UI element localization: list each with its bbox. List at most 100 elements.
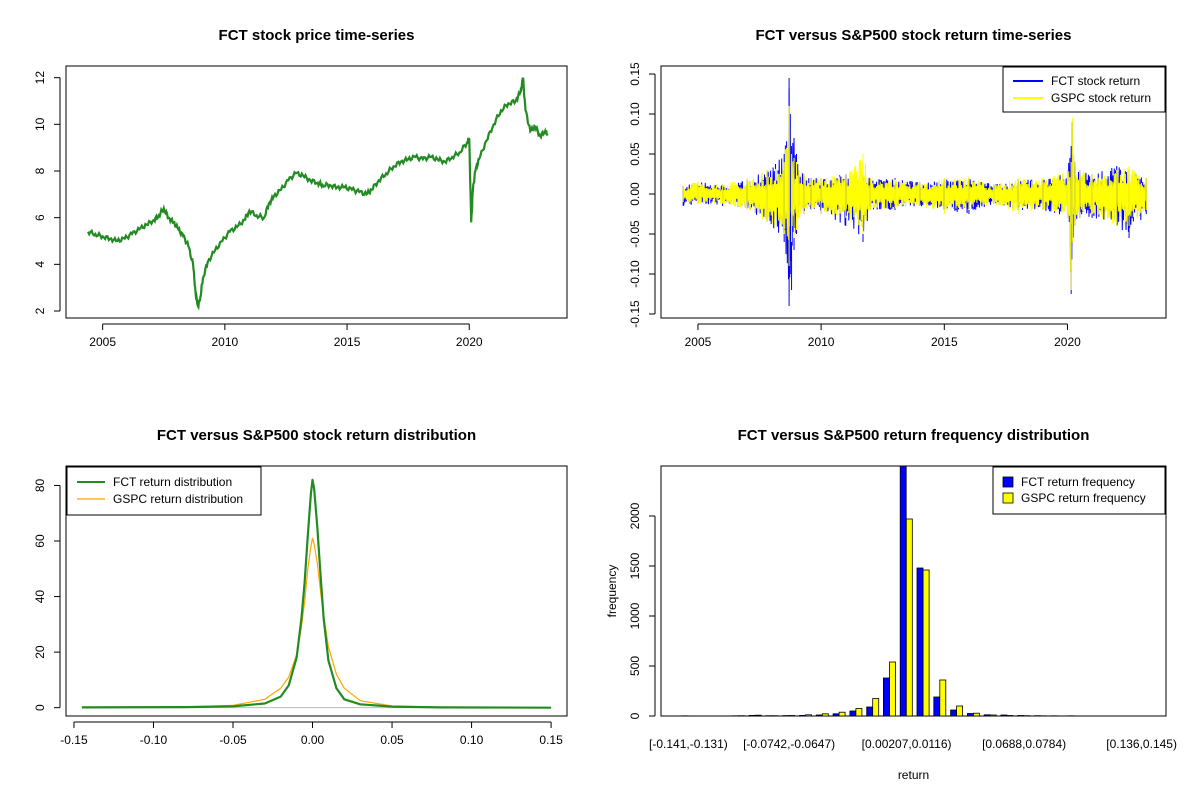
bar-2 (956, 705, 963, 716)
y-axis-label: frequency (605, 565, 619, 618)
bar-1 (715, 715, 722, 716)
plot-frame-4 (660, 465, 1167, 717)
bar-2 (1124, 715, 1131, 716)
bar-2 (922, 569, 930, 716)
y-tick-label: -0.15 (628, 300, 642, 328)
chart-title-3: FCT versus S&P500 stock return distribut… (157, 427, 476, 444)
y-tick-label: 0 (628, 712, 642, 719)
bar-2 (1006, 715, 1014, 716)
bar-2 (989, 714, 997, 716)
y-tick-label: 0.00 (628, 182, 642, 206)
legend-box (1002, 66, 1166, 113)
bar-2 (1056, 715, 1064, 716)
y-tick-label: -0.10 (628, 260, 642, 288)
bar-2 (1090, 715, 1098, 716)
bar-1 (933, 696, 941, 716)
x-tick-label: 0.10 (460, 733, 484, 747)
bar-2 (889, 661, 896, 716)
bar-2 (721, 715, 728, 716)
x-tick-label: 2020 (456, 335, 483, 349)
bar-1 (1067, 715, 1075, 716)
bar-2 (1107, 715, 1115, 716)
legend-box (66, 466, 262, 516)
bar-1 (849, 710, 857, 716)
bar-2 (771, 715, 779, 716)
y-tick-label: 0.15 (628, 62, 642, 86)
bar-1 (832, 713, 840, 716)
bar-2 (821, 713, 829, 716)
legend-swatch-1 (1002, 476, 1014, 488)
chart-title-2: FCT versus S&P500 stock return time-seri… (756, 27, 1072, 44)
y-tick-label: 0.10 (628, 102, 642, 126)
bar-1 (1050, 715, 1058, 716)
bar-2 (855, 708, 863, 716)
legend-2: FCT stock return GSPC stock return (1002, 66, 1166, 113)
legend-4: FCT return frequency GSPC return frequenc… (992, 466, 1166, 515)
bar-1 (983, 714, 991, 716)
y-tick-label: 12 (33, 71, 47, 85)
bar-1 (899, 466, 907, 716)
y-tick-label: 2 (33, 307, 47, 314)
x-tick-label: 2005 (685, 335, 712, 349)
bar-2 (788, 715, 796, 716)
x-tick-label: 0.00 (301, 733, 325, 747)
bar-2 (838, 711, 846, 716)
bar-2 (872, 698, 880, 716)
y-tick-label: 6 (33, 214, 47, 221)
x-category-label: [0.00207,0.0116) (862, 737, 952, 751)
bar-1 (732, 715, 739, 716)
bar-1 (967, 713, 974, 716)
y-tick-label: 20 (33, 645, 47, 659)
return-series-line-2 (682, 109, 1147, 271)
bar-1 (1118, 715, 1125, 716)
x-category-label: [-0.141,-0.131) (649, 737, 728, 751)
chart-title-1: FCT stock price time-series (219, 27, 415, 44)
plot-frame-2 (660, 65, 1167, 319)
y-tick-label: 0 (33, 704, 47, 711)
bar-1 (681, 715, 689, 716)
plot-frame-3 (65, 465, 568, 717)
density-line-2 (81, 537, 552, 709)
x-tick-label: 0.05 (380, 733, 404, 747)
bar-1 (1034, 715, 1041, 716)
legend-swatch-2 (1002, 492, 1014, 504)
y-tick-label: 1000 (628, 602, 642, 629)
bar-2 (973, 712, 980, 716)
y-tick-label: 2000 (628, 502, 642, 529)
legend-label-2: GSPC return frequency (1021, 491, 1146, 505)
bar-1 (765, 715, 773, 716)
legend-3: FCT return distribution GSPC return distr… (66, 466, 262, 516)
x-tick-label: 0.15 (539, 733, 563, 747)
y-tick-label: 500 (628, 656, 642, 676)
legend-label-1: FCT return frequency (1021, 475, 1135, 489)
y-tick-label: 8 (33, 167, 47, 174)
y-tick-label: 10 (33, 117, 47, 131)
bar-1 (916, 567, 924, 716)
bar-1 (1134, 715, 1142, 716)
bar-2 (939, 679, 947, 716)
bar-2 (1023, 715, 1031, 716)
plot-frame-1 (65, 65, 568, 319)
x-tick-label: -0.05 (219, 733, 247, 747)
y-tick-label: 40 (33, 590, 47, 604)
x-tick-label: 2020 (1054, 335, 1081, 349)
x-axis-label: return (898, 768, 929, 782)
legend-label-1: FCT return distribution (113, 475, 232, 489)
x-tick-label: -0.10 (140, 733, 168, 747)
legend-label-2: GSPC stock return (1051, 91, 1151, 105)
x-tick-label: 2005 (89, 335, 116, 349)
price-series-line (87, 77, 549, 311)
x-category-label: [-0.0742,-0.0647) (743, 737, 835, 751)
y-tick-label: -0.05 (628, 220, 642, 248)
bar-2 (704, 715, 712, 716)
bar-2 (1140, 715, 1148, 716)
x-category-label: [0.0688,0.0784) (982, 737, 1066, 751)
x-tick-label: 2015 (334, 335, 361, 349)
legend-box (992, 466, 1166, 515)
y-tick-label: 60 (33, 534, 47, 548)
bar-1 (698, 715, 706, 716)
legend-label-2: GSPC return distribution (113, 492, 243, 506)
density-line-1 (81, 478, 552, 709)
x-tick-label: 2010 (808, 335, 835, 349)
x-category-label: [0.136,0.145) (1106, 737, 1177, 751)
